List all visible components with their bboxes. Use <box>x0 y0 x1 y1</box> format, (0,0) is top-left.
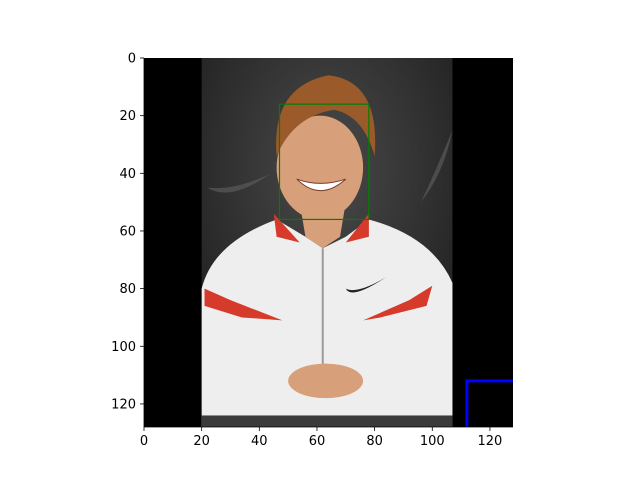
photo-bottom-strip <box>201 415 453 427</box>
face <box>276 115 364 220</box>
jacket <box>201 219 453 427</box>
y-tick-label: 120 <box>111 397 136 412</box>
x-tick-label: 40 <box>251 434 268 449</box>
y-tick-label: 100 <box>111 340 136 355</box>
jacket-shoulder-accent <box>363 285 433 321</box>
background-swoosh-icon <box>207 173 271 193</box>
x-tick-label: 60 <box>309 434 326 449</box>
smile <box>296 178 347 192</box>
x-tick-label: 120 <box>478 434 503 449</box>
clasped-hands <box>288 363 364 399</box>
jacket-shoulder-accent <box>204 288 283 321</box>
face-box <box>278 103 370 221</box>
y-tick-label: 40 <box>119 167 136 182</box>
jacket-collar-accent <box>273 213 300 243</box>
y-axis: 0 20 40 60 80 100 120 <box>111 52 145 427</box>
y-tick-label: 80 <box>119 282 136 297</box>
hair <box>276 75 376 157</box>
corner-marker <box>465 379 513 427</box>
swoosh-logo-icon <box>345 277 387 293</box>
x-tick-label: 80 <box>366 434 383 449</box>
axes <box>144 58 513 427</box>
y-tick-label: 0 <box>128 52 136 67</box>
portrait-photo <box>201 58 453 427</box>
jacket-collar-accent <box>345 213 369 243</box>
x-tick-label: 100 <box>420 434 445 449</box>
y-tick-label: 20 <box>119 109 136 124</box>
x-axis: 0 20 40 60 80 100 120 <box>140 426 513 449</box>
y-tick-label: 60 <box>119 224 136 239</box>
x-tick-label: 20 <box>193 434 210 449</box>
x-tick-label: 0 <box>140 434 148 449</box>
